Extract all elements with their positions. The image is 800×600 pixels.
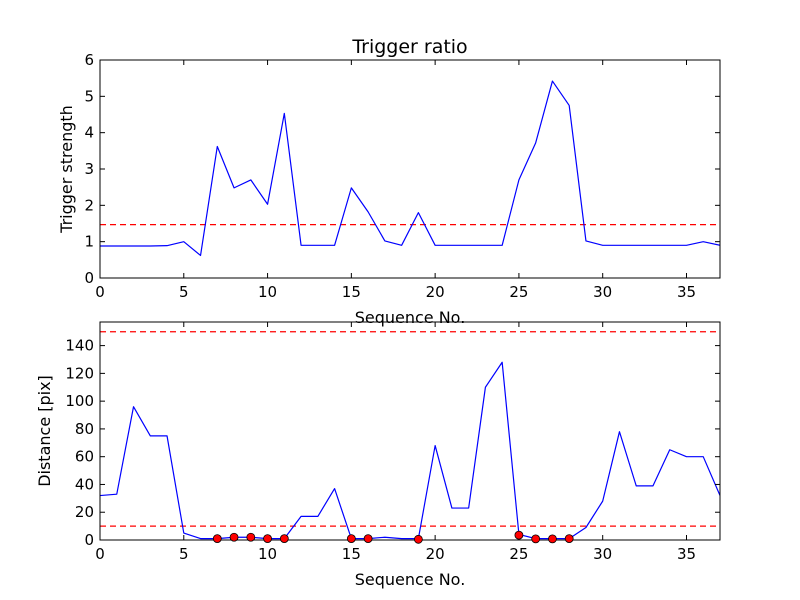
distance-marker-point	[531, 534, 541, 544]
chart-title: Trigger ratio	[351, 36, 467, 58]
distance-marker-point	[279, 534, 289, 544]
distance-x-tick-label: 35	[677, 545, 696, 563]
distance-series-layer	[100, 331, 720, 540]
trigger-x-tick-label: 35	[677, 283, 696, 301]
trigger-plot-area	[100, 80, 720, 257]
distance-marker-point	[246, 532, 256, 542]
trigger-x-tick-label: 30	[593, 283, 612, 301]
distance-y-axis-label: Distance [pix]	[35, 375, 54, 487]
trigger-x-tick-label: 20	[426, 283, 445, 301]
distance-y-tick-label: 100	[65, 392, 94, 410]
trigger-series-layer	[100, 80, 720, 257]
trigger-x-tick-label: 0	[95, 283, 105, 301]
trigger-y-tick-label: 3	[84, 160, 94, 178]
trigger-x-tick-label: 25	[509, 283, 528, 301]
distance-x-tick-label: 5	[179, 545, 189, 563]
distance-marker-point	[564, 534, 574, 544]
distance-y-tick-label: 80	[75, 420, 94, 438]
distance-x-tick-label: 0	[95, 545, 105, 563]
distance-x-tick-label: 25	[509, 545, 528, 563]
trigger-ticks-layer: 0 5 10 15 20 25 30 35 0 1 2 3 4 5 6	[84, 51, 720, 301]
trigger-y-tick-label: 0	[84, 269, 94, 287]
trigger-x-tick-label: 5	[179, 283, 189, 301]
distance-marker-point	[548, 534, 557, 544]
distance-marker-point	[263, 534, 272, 544]
distance-x-axis-label: Sequence No.	[355, 570, 466, 589]
distance-marker-point	[363, 534, 373, 544]
distance-marker-point	[514, 530, 524, 540]
distance-y-tick-label: 120	[65, 364, 94, 382]
distance-y-tick-label: 60	[75, 448, 94, 466]
distance-ticks-layer: 0 5 10 15 20 25 30 35 0 20 40 60 80 100 120 140	[65, 322, 720, 563]
trigger-x-tick-label: 15	[342, 283, 361, 301]
distance-y-tick-label: 140	[65, 337, 94, 355]
distance-x-tick-label: 15	[342, 545, 361, 563]
distance-y-tick-label: 0	[84, 531, 94, 549]
distance-axes-frame	[99, 321, 721, 541]
distance-plot-area	[100, 331, 720, 540]
distance-marker-point	[413, 534, 423, 544]
trigger-series-line-0	[100, 80, 720, 257]
distance-x-tick-label: 10	[258, 545, 277, 563]
trigger-x-axis-label: Sequence No.	[355, 308, 466, 327]
distance-x-tick-label: 30	[593, 545, 612, 563]
distance-marker-point	[346, 534, 356, 544]
trigger-axes-frame	[99, 59, 721, 279]
distance-marker-point	[229, 532, 239, 542]
trigger-y-tick-label: 6	[84, 51, 94, 69]
trigger-x-tick-label: 10	[258, 283, 277, 301]
trigger-y-tick-label: 2	[84, 196, 94, 214]
distance-plot: 0 5 10 15 20 25 30 35 0 20 40 60 80 100 120 140 Sequenc…	[35, 321, 721, 589]
trigger-y-tick-label: 5	[84, 87, 94, 105]
distance-marker-point	[212, 534, 222, 544]
distance-y-tick-label: 20	[75, 503, 94, 521]
distance-x-tick-label: 20	[426, 545, 445, 563]
distance-y-tick-label: 40	[75, 475, 94, 493]
trigger-y-tick-label: 4	[84, 124, 94, 142]
trigger-y-tick-label: 1	[84, 233, 94, 251]
trigger-y-axis-label: Trigger strength	[57, 105, 76, 234]
distance-series-line-0	[100, 361, 720, 540]
